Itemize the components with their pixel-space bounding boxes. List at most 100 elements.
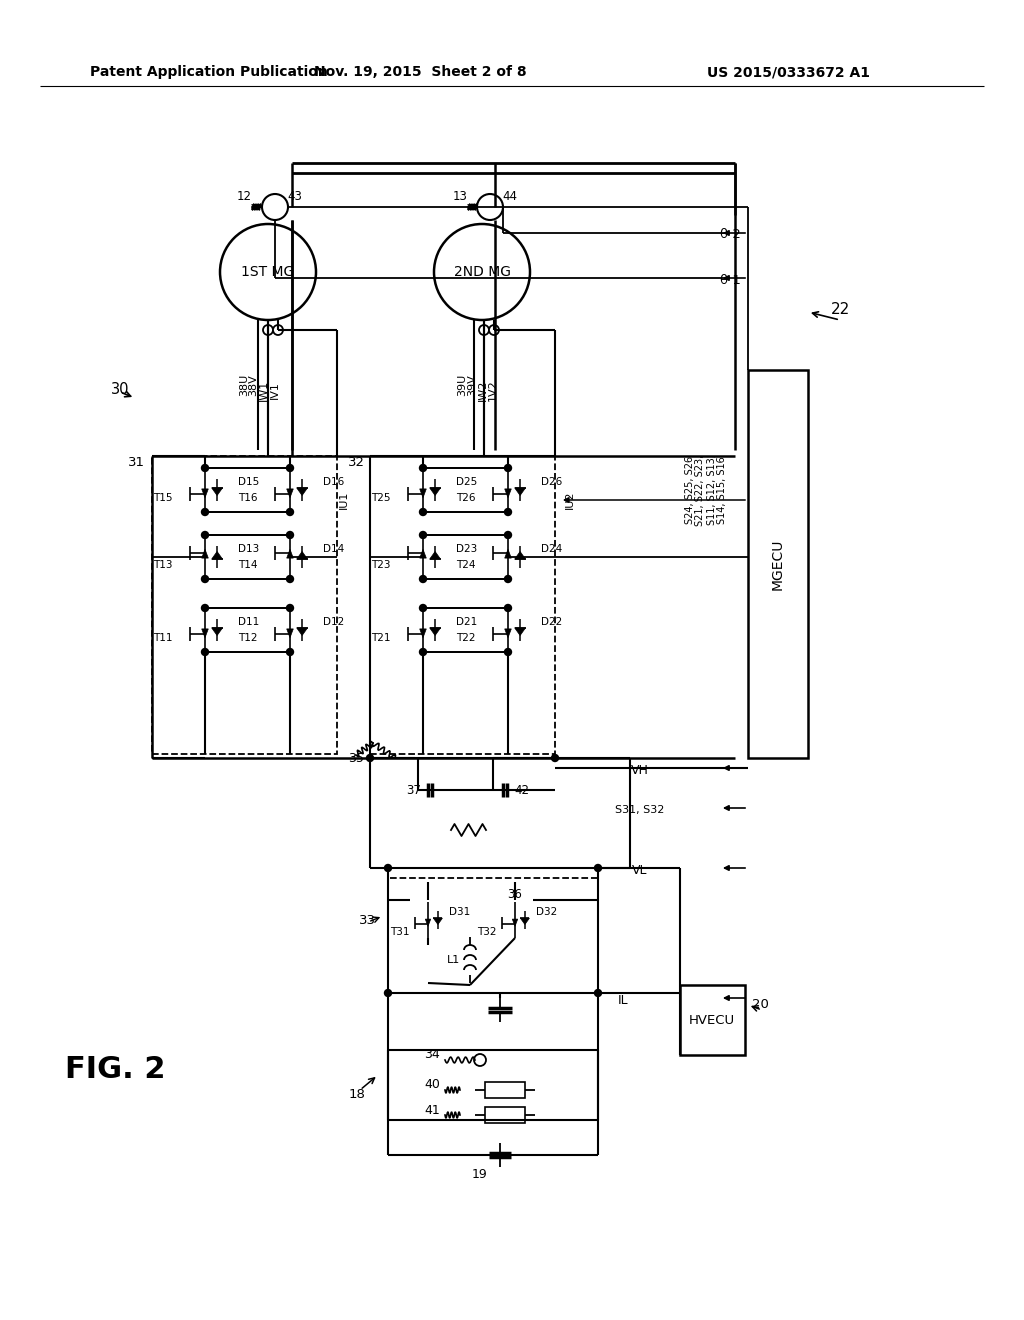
Circle shape — [505, 508, 512, 516]
Circle shape — [420, 576, 427, 582]
Polygon shape — [505, 488, 511, 498]
Polygon shape — [297, 488, 307, 495]
Polygon shape — [287, 628, 293, 638]
Text: VH: VH — [631, 763, 649, 776]
Text: VL: VL — [632, 863, 648, 876]
Text: T22: T22 — [457, 634, 476, 643]
Text: 2ND MG: 2ND MG — [454, 265, 511, 279]
Text: 34: 34 — [424, 1048, 440, 1061]
Text: 37: 37 — [407, 784, 422, 796]
Polygon shape — [420, 549, 426, 558]
Text: T21: T21 — [372, 634, 391, 643]
Circle shape — [287, 648, 294, 656]
Text: S11, S12, S13,: S11, S12, S13, — [707, 454, 717, 525]
Text: D25: D25 — [456, 477, 477, 487]
Text: D21: D21 — [456, 616, 477, 627]
Circle shape — [287, 576, 294, 582]
Polygon shape — [287, 549, 293, 558]
Polygon shape — [425, 919, 431, 927]
Circle shape — [479, 325, 489, 335]
Text: S24, S25, S26: S24, S25, S26 — [685, 455, 695, 524]
Text: MGECU: MGECU — [771, 539, 785, 590]
Text: D32: D32 — [537, 907, 558, 917]
Text: 35: 35 — [348, 751, 364, 764]
Circle shape — [220, 224, 316, 319]
Text: US 2015/0333672 A1: US 2015/0333672 A1 — [707, 65, 870, 79]
Text: IW1: IW1 — [259, 379, 269, 401]
Circle shape — [287, 508, 294, 516]
Circle shape — [505, 465, 512, 471]
Text: S31, S32: S31, S32 — [615, 805, 665, 814]
Polygon shape — [212, 488, 222, 495]
Polygon shape — [515, 628, 525, 635]
Circle shape — [287, 532, 294, 539]
Bar — [152, 455, 337, 754]
Circle shape — [420, 605, 427, 611]
Text: T25: T25 — [372, 492, 391, 503]
Text: 22: 22 — [830, 302, 850, 318]
Circle shape — [202, 605, 209, 611]
Text: 40: 40 — [424, 1078, 440, 1092]
Text: S14, S15, S16: S14, S15, S16 — [717, 457, 727, 524]
Text: D31: D31 — [450, 907, 471, 917]
Text: D11: D11 — [238, 616, 259, 627]
Circle shape — [202, 465, 209, 471]
Polygon shape — [212, 552, 222, 560]
Polygon shape — [505, 549, 511, 558]
Text: D23: D23 — [456, 544, 477, 554]
Text: T31: T31 — [390, 927, 410, 937]
Bar — [388, 878, 598, 993]
Text: 31: 31 — [128, 455, 144, 469]
Text: T13: T13 — [154, 560, 173, 570]
Text: 39U: 39U — [457, 374, 467, 396]
Circle shape — [287, 465, 294, 471]
Polygon shape — [297, 628, 307, 635]
Text: 30: 30 — [111, 383, 129, 397]
Text: 19: 19 — [472, 1168, 487, 1181]
Text: θ 1: θ 1 — [720, 273, 740, 286]
Text: S21, S22, S23,: S21, S22, S23, — [695, 454, 705, 525]
Text: D24: D24 — [541, 544, 562, 554]
Circle shape — [202, 648, 209, 656]
Text: 36: 36 — [508, 888, 522, 902]
Text: Patent Application Publication: Patent Application Publication — [90, 65, 328, 79]
Circle shape — [263, 325, 273, 335]
Circle shape — [489, 325, 499, 335]
Polygon shape — [430, 488, 440, 495]
Text: L1: L1 — [446, 954, 460, 965]
Polygon shape — [515, 552, 525, 560]
Circle shape — [420, 648, 427, 656]
Circle shape — [384, 865, 391, 871]
Polygon shape — [202, 549, 208, 558]
Polygon shape — [287, 488, 293, 498]
Text: T23: T23 — [372, 560, 391, 570]
Text: 39V: 39V — [467, 374, 477, 396]
Text: HVECU: HVECU — [689, 1014, 735, 1027]
Text: θ 2: θ 2 — [720, 228, 740, 242]
Polygon shape — [430, 552, 440, 560]
Text: T26: T26 — [457, 492, 476, 503]
Polygon shape — [202, 628, 208, 638]
Text: D12: D12 — [323, 616, 344, 627]
Circle shape — [474, 1053, 486, 1067]
Circle shape — [273, 325, 283, 335]
Text: IL: IL — [617, 994, 629, 1006]
Text: D13: D13 — [238, 544, 259, 554]
Text: IW2: IW2 — [478, 379, 488, 401]
Bar — [748, 370, 808, 758]
Text: T11: T11 — [154, 634, 173, 643]
Text: D16: D16 — [323, 477, 344, 487]
Circle shape — [202, 576, 209, 582]
Circle shape — [384, 990, 391, 997]
Circle shape — [505, 532, 512, 539]
Polygon shape — [520, 919, 529, 924]
Text: D26: D26 — [541, 477, 562, 487]
Circle shape — [287, 605, 294, 611]
Circle shape — [505, 648, 512, 656]
Circle shape — [420, 508, 427, 516]
Text: T12: T12 — [239, 634, 258, 643]
Text: Nov. 19, 2015  Sheet 2 of 8: Nov. 19, 2015 Sheet 2 of 8 — [313, 65, 526, 79]
Text: IU2: IU2 — [565, 491, 575, 510]
Text: D22: D22 — [541, 616, 562, 627]
Circle shape — [367, 755, 374, 762]
